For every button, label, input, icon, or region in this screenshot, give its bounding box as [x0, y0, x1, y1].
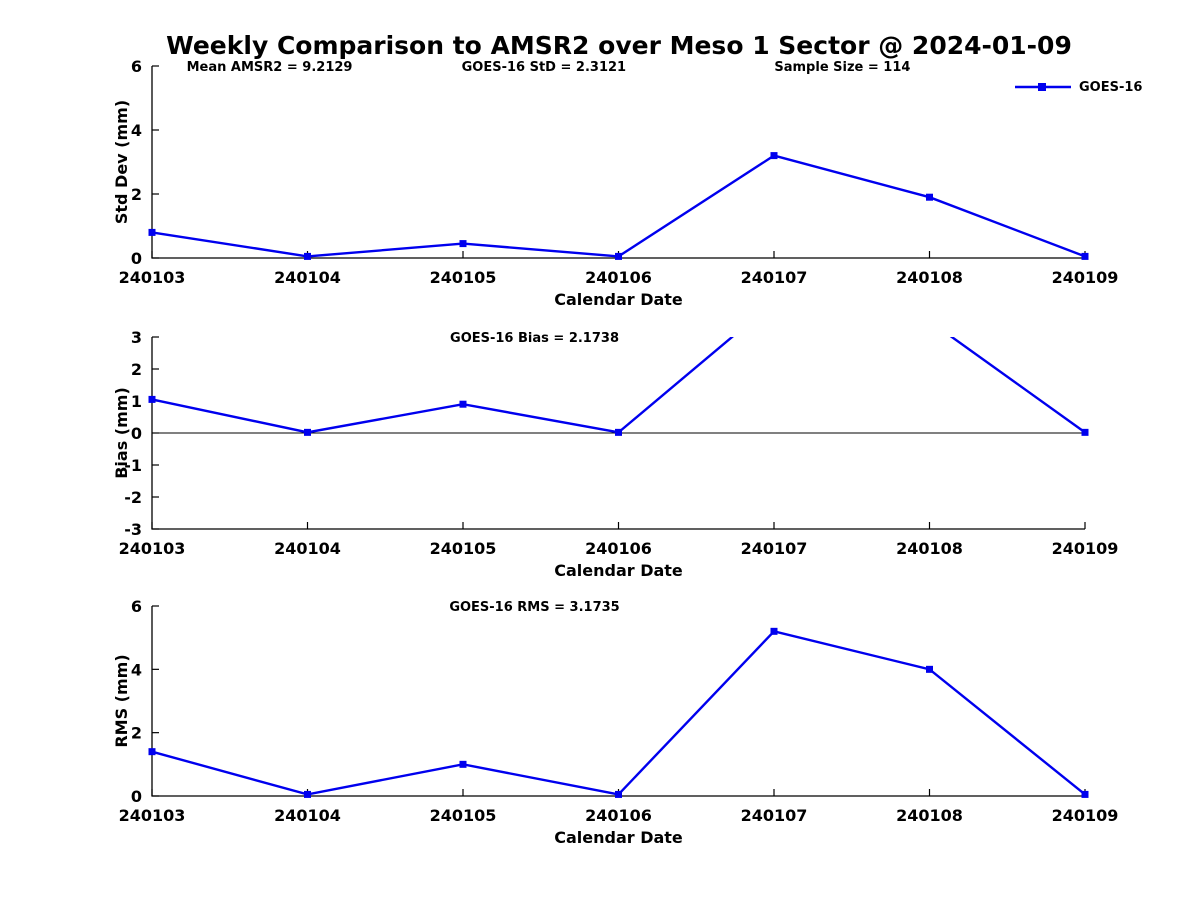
data-point-marker — [304, 790, 311, 798]
x-tick-label: 240105 — [430, 806, 497, 825]
data-point-marker — [615, 790, 622, 798]
x-tick-label: 240104 — [274, 268, 341, 287]
y-axis-label: Bias (mm) — [112, 387, 131, 479]
y-tick-label: 4 — [131, 121, 142, 140]
x-tick-label: 240107 — [741, 268, 808, 287]
y-tick-label: 2 — [131, 724, 142, 743]
x-tick-label: 240108 — [896, 539, 963, 558]
data-point-marker — [459, 760, 467, 768]
y-tick-label: 2 — [131, 360, 142, 379]
x-axis-label: Calendar Date — [554, 561, 683, 580]
x-tick-label: 240104 — [274, 806, 341, 825]
x-tick-label: 240103 — [119, 268, 186, 287]
x-tick-label: 240103 — [119, 539, 186, 558]
stat-annotation: GOES-16 StD = 2.3121 — [462, 60, 626, 75]
stat-annotation: GOES-16 RMS = 3.1735 — [449, 600, 619, 615]
legend-line-marker-icon — [1015, 83, 1071, 91]
y-tick-label: 1 — [131, 392, 142, 411]
data-point-marker — [926, 665, 933, 673]
data-point-marker — [148, 228, 156, 236]
y-tick-label: -1 — [124, 456, 142, 475]
data-point-marker — [615, 252, 622, 260]
y-tick-label: 6 — [131, 597, 142, 616]
x-tick-label: 240108 — [896, 268, 963, 287]
y-axis-label: RMS (mm) — [112, 654, 131, 747]
x-tick-label: 240107 — [741, 806, 808, 825]
x-axis-label: Calendar Date — [554, 290, 683, 309]
stat-annotation: Sample Size = 114 — [774, 60, 910, 75]
legend: GOES-16 — [1014, 79, 1142, 95]
x-tick-label: 240106 — [585, 806, 652, 825]
x-axis-label: Calendar Date — [554, 828, 683, 847]
x-tick-label: 240109 — [1052, 539, 1119, 558]
y-tick-label: 0 — [131, 787, 142, 806]
y-tick-label: 3 — [131, 328, 142, 347]
subplot-rms: 240103 240104 240105 240106 240107 240108 2401… — [112, 597, 1118, 847]
data-point-marker — [770, 152, 778, 160]
y-tick-label: -3 — [124, 520, 142, 539]
axis-spines — [151, 606, 1085, 797]
data-point-marker — [459, 400, 467, 408]
y-tick-label: -2 — [124, 488, 142, 507]
stat-annotation: GOES-16 Bias = 2.1738 — [450, 331, 619, 346]
chart-title: Weekly Comparison to AMSR2 over Meso 1 S… — [166, 31, 1072, 60]
y-tick-label: 0 — [131, 249, 142, 268]
x-tick-label: 240105 — [430, 539, 497, 558]
x-tick-label: 240104 — [274, 539, 341, 558]
data-point-marker — [615, 428, 622, 436]
stat-annotation: Mean AMSR2 = 9.2129 — [187, 60, 353, 75]
y-tick-label: 4 — [131, 660, 142, 679]
data-point-marker — [148, 395, 156, 403]
x-tick-label: 240106 — [585, 268, 652, 287]
x-tick-label: 240105 — [430, 268, 497, 287]
legend-series-label: GOES-16 — [1079, 79, 1143, 95]
series-line-GOES-16 — [151, 337, 1086, 434]
subplot-std-dev: 240103 240104 240105 240106 240107 240108 2401… — [112, 57, 1118, 309]
series-line-GOES-16 — [151, 154, 1086, 258]
y-tick-label: 2 — [131, 185, 142, 204]
y-tick-label: 0 — [131, 424, 142, 443]
data-point-marker — [148, 748, 156, 756]
axis-spines — [151, 66, 1085, 259]
data-point-marker — [770, 627, 778, 635]
y-tick-label: 6 — [131, 57, 142, 76]
x-tick-label: 240106 — [585, 539, 652, 558]
x-tick-label: 240109 — [1052, 806, 1119, 825]
data-point-marker — [1081, 790, 1089, 798]
series-line-GOES-16 — [151, 630, 1086, 796]
data-point-marker — [304, 428, 311, 436]
subplot-bias: 240103 240104 240105 240106 240107 240108 2401… — [112, 328, 1119, 580]
data-point-marker — [1081, 428, 1089, 436]
data-point-marker — [304, 252, 311, 260]
x-tick-label: 240103 — [119, 806, 186, 825]
y-axis-label: Std Dev (mm) — [112, 100, 131, 224]
data-point-marker — [1081, 252, 1089, 260]
x-tick-label: 240109 — [1052, 268, 1119, 287]
data-point-marker — [926, 193, 933, 201]
x-tick-label: 240108 — [896, 806, 963, 825]
data-point-marker — [459, 240, 467, 248]
x-tick-label: 240107 — [741, 539, 808, 558]
